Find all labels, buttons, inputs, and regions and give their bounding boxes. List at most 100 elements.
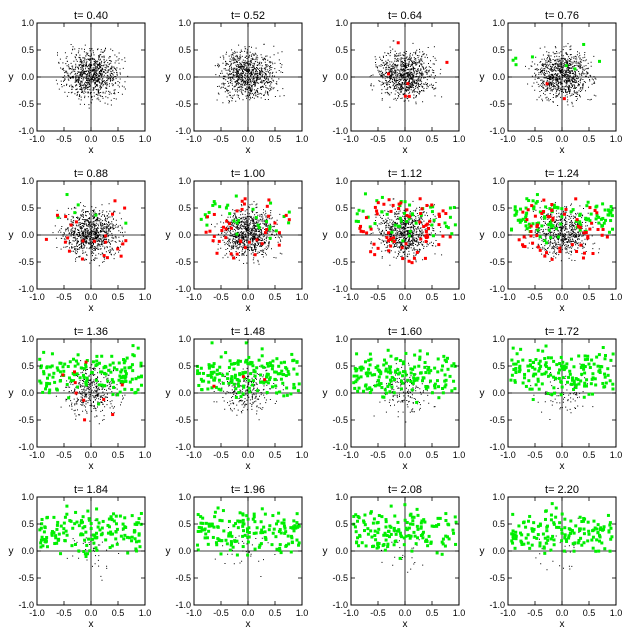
green-point bbox=[196, 364, 200, 368]
green-point bbox=[542, 546, 546, 550]
red-point bbox=[369, 227, 373, 231]
red-point bbox=[550, 208, 554, 212]
x-tick-label: 0.5 bbox=[269, 134, 282, 144]
green-point bbox=[519, 347, 523, 351]
green-point bbox=[610, 208, 614, 212]
green-point bbox=[136, 388, 140, 392]
black-points bbox=[211, 201, 283, 265]
green-point bbox=[435, 379, 439, 383]
green-point bbox=[534, 358, 538, 362]
green-point bbox=[73, 364, 77, 368]
green-point bbox=[562, 549, 566, 553]
green-point bbox=[262, 525, 266, 529]
scatter-panel: -1.0-1.0-0.5-0.50.00.00.50.51.01.0t= 0.4… bbox=[9, 10, 152, 156]
green-point bbox=[514, 370, 518, 374]
green-point bbox=[530, 543, 534, 547]
red-point bbox=[241, 375, 245, 379]
green-point bbox=[84, 365, 88, 369]
green-point bbox=[521, 358, 525, 362]
green-point bbox=[410, 388, 414, 392]
green-point bbox=[609, 526, 613, 530]
green-point bbox=[518, 364, 522, 368]
y-tick-label: 1.0 bbox=[492, 18, 505, 28]
green-point bbox=[203, 527, 207, 531]
red-point bbox=[104, 240, 108, 244]
green-point bbox=[359, 368, 363, 372]
x-axis-label: x bbox=[89, 619, 94, 630]
x-tick-label: 0.0 bbox=[85, 450, 98, 460]
green-point bbox=[263, 512, 267, 516]
green-point bbox=[421, 530, 425, 534]
green-point bbox=[287, 372, 291, 376]
red-point bbox=[235, 252, 239, 256]
green-point bbox=[106, 379, 110, 383]
green-point bbox=[257, 358, 261, 362]
green-point bbox=[546, 392, 550, 396]
y-tick-label: -0.5 bbox=[18, 257, 34, 267]
green-point bbox=[47, 391, 51, 395]
green-point bbox=[380, 210, 384, 214]
green-point bbox=[586, 520, 590, 524]
x-tick-label: 1.0 bbox=[453, 292, 466, 302]
y-tick-label: 1.0 bbox=[21, 334, 34, 344]
green-point bbox=[560, 215, 564, 219]
green-point bbox=[595, 214, 599, 218]
green-point bbox=[384, 525, 388, 529]
green-point bbox=[568, 369, 572, 373]
green-point bbox=[511, 58, 515, 62]
green-point bbox=[430, 223, 434, 227]
red-point bbox=[277, 243, 281, 247]
green-point bbox=[45, 381, 49, 385]
green-point bbox=[611, 227, 615, 231]
y-tick-label: -1.0 bbox=[175, 442, 191, 452]
green-point bbox=[294, 526, 298, 530]
red-point bbox=[391, 236, 395, 240]
green-point bbox=[599, 526, 603, 530]
x-axis-label: x bbox=[246, 145, 251, 156]
green-point bbox=[139, 375, 143, 379]
green-point bbox=[568, 372, 572, 376]
green-point bbox=[127, 366, 131, 370]
green-point bbox=[84, 363, 88, 367]
green-point bbox=[80, 520, 84, 524]
green-point bbox=[296, 389, 300, 393]
green-point bbox=[511, 541, 515, 545]
red-point bbox=[84, 360, 88, 364]
red-point bbox=[542, 209, 546, 213]
x-tick-label: -1.0 bbox=[186, 450, 202, 460]
green-point bbox=[241, 534, 245, 538]
red-point bbox=[222, 225, 226, 229]
green-point bbox=[368, 363, 372, 367]
red-point bbox=[224, 227, 228, 231]
green-point bbox=[379, 382, 383, 386]
green-point bbox=[119, 376, 123, 380]
y-tick-label: 0.5 bbox=[21, 361, 34, 371]
green-point bbox=[222, 529, 226, 533]
x-tick-label: 1.0 bbox=[296, 134, 309, 144]
green-point bbox=[594, 217, 598, 221]
green-point bbox=[63, 539, 67, 543]
red-point bbox=[543, 254, 547, 258]
green-point bbox=[227, 519, 231, 523]
red-point bbox=[588, 227, 592, 231]
green-point bbox=[111, 392, 115, 396]
green-point bbox=[552, 386, 556, 390]
green-point bbox=[122, 361, 126, 365]
green-point bbox=[248, 390, 252, 394]
green-point bbox=[395, 357, 399, 361]
green-point bbox=[571, 542, 575, 546]
scatter-panel: -1.0-1.0-0.5-0.50.00.00.50.51.01.0t= 2.0… bbox=[323, 484, 466, 630]
red-point bbox=[582, 231, 586, 235]
black-point-cloud bbox=[213, 364, 285, 421]
green-point bbox=[404, 351, 408, 355]
green-point bbox=[389, 379, 393, 383]
green-point bbox=[393, 514, 397, 518]
green-point bbox=[217, 378, 221, 382]
green-point bbox=[246, 517, 250, 521]
green-point bbox=[42, 372, 46, 376]
green-point bbox=[72, 379, 76, 383]
green-point bbox=[111, 380, 115, 384]
green-point bbox=[592, 362, 596, 366]
x-axis-label: x bbox=[246, 303, 251, 314]
x-tick-label: 0.5 bbox=[112, 134, 125, 144]
